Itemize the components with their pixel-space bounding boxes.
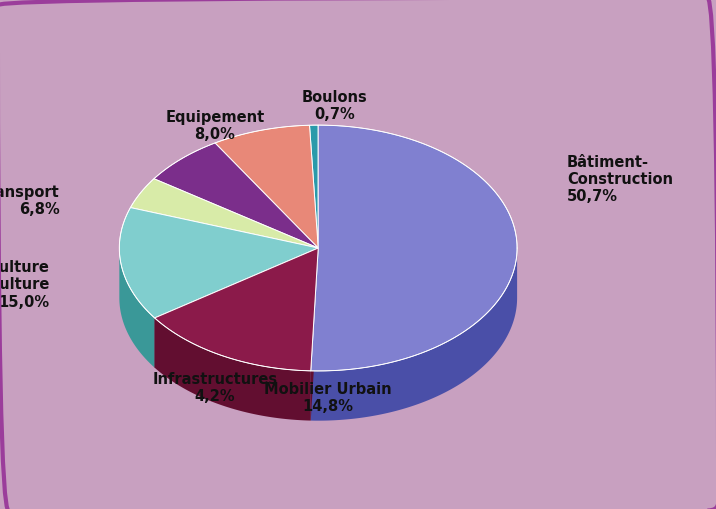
Polygon shape	[309, 126, 318, 248]
Text: Boulons
0,7%: Boulons 0,7%	[301, 90, 367, 122]
Polygon shape	[311, 248, 318, 421]
Polygon shape	[311, 249, 517, 421]
Polygon shape	[215, 126, 318, 248]
Polygon shape	[130, 179, 318, 248]
Polygon shape	[120, 208, 318, 318]
Polygon shape	[155, 248, 318, 368]
Polygon shape	[154, 144, 318, 248]
Text: Agriculture
Horticulture
15,0%: Agriculture Horticulture 15,0%	[0, 260, 49, 309]
Text: Equipement
8,0%: Equipement 8,0%	[165, 109, 264, 142]
Polygon shape	[155, 248, 318, 368]
Text: Mobilier Urbain
14,8%: Mobilier Urbain 14,8%	[264, 381, 392, 414]
Polygon shape	[311, 126, 517, 371]
Text: Transport
6,8%: Transport 6,8%	[0, 185, 59, 217]
Text: Infrastructures
4,2%: Infrastructures 4,2%	[153, 372, 277, 404]
Text: Bâtiment-
Construction
50,7%: Bâtiment- Construction 50,7%	[567, 154, 673, 204]
Polygon shape	[155, 248, 318, 371]
Polygon shape	[120, 248, 155, 368]
Polygon shape	[155, 318, 311, 421]
Polygon shape	[311, 248, 318, 421]
